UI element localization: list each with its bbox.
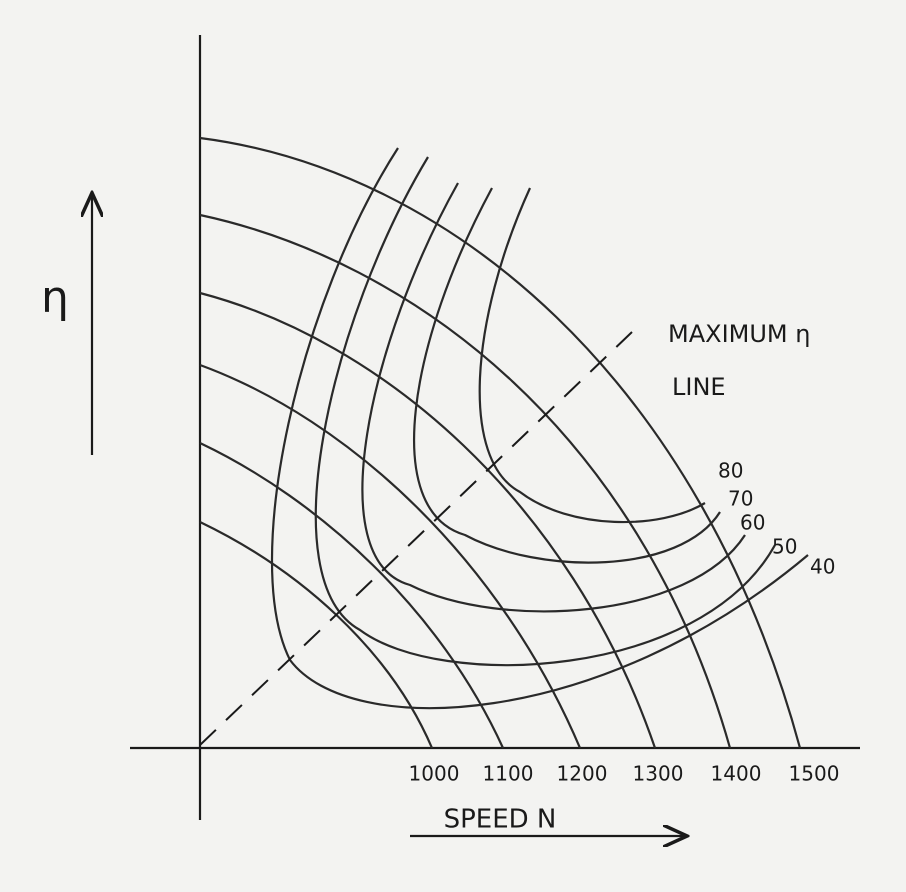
speed-label: 1200: [557, 762, 608, 786]
speed-curve: [199, 213, 732, 749]
speed-label: 1400: [711, 762, 762, 786]
speed-curves: [199, 136, 802, 749]
efficiency-labels: 80 70 60 50 40: [718, 459, 835, 579]
speed-label: 1100: [483, 762, 534, 786]
annotation: LINE: [672, 373, 726, 401]
x-axis-label: SPEED N: [444, 805, 557, 835]
speed-label: 1000: [409, 762, 460, 786]
speed-curve: [199, 136, 802, 749]
speed-curve: [199, 521, 434, 749]
speed-curve: [199, 442, 505, 749]
annotation: MAXIMUM η: [668, 320, 810, 348]
efficiency-label: 80: [718, 459, 743, 483]
efficiency-curve: [413, 187, 721, 564]
speed-label: 1500: [789, 762, 840, 786]
efficiency-label: 70: [728, 487, 753, 511]
speed-curve: [199, 291, 657, 749]
efficiency-label: 40: [810, 555, 835, 579]
efficiency-label: 60: [740, 511, 765, 535]
y-axis-label: η: [41, 272, 69, 323]
efficiency-label: 50: [772, 535, 797, 559]
maximum-efficiency-line: [199, 331, 633, 746]
efficiency-curve: [361, 182, 746, 613]
speed-label: 1300: [633, 762, 684, 786]
efficiency-curve: [478, 187, 706, 524]
speed-curve: [199, 363, 582, 749]
speed-labels: 1000 1100 1200 1300 1400 1500: [409, 762, 840, 786]
efficiency-curve: [314, 156, 776, 667]
